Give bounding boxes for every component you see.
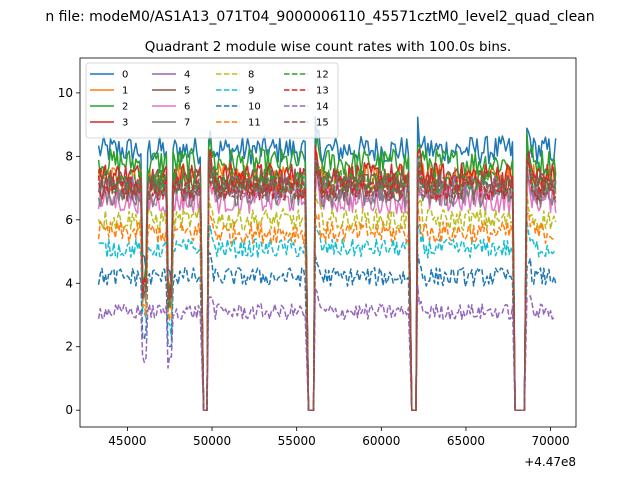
x-offset-label: +4.47e8 <box>524 455 576 469</box>
x-tick-label: 60000 <box>362 434 400 448</box>
y-tick-label: 4 <box>65 276 73 290</box>
y-tick-label: 6 <box>65 213 73 227</box>
x-tick-label: 55000 <box>278 434 316 448</box>
x-tick-label: 50000 <box>193 434 231 448</box>
legend-label-3: 3 <box>122 118 128 129</box>
x-tick-label: 70000 <box>532 434 570 448</box>
x-axis: 45000 50000 55000 60000 65000 70000 <box>108 427 570 448</box>
series-line-11 <box>97 206 556 411</box>
series-line-8 <box>97 190 557 411</box>
chart-suptitle: n file: modeM0/AS1A13_071T04_9000006110_… <box>45 9 594 25</box>
legend-label-8: 8 <box>248 70 254 81</box>
legend-label-12: 12 <box>316 70 329 81</box>
legend-label-13: 13 <box>316 86 329 97</box>
y-axis: 0 2 4 6 8 10 <box>58 86 80 417</box>
legend-label-6: 6 <box>184 102 190 113</box>
series-layer <box>97 116 557 411</box>
y-tick-label: 0 <box>65 403 73 417</box>
x-tick-label: 65000 <box>447 434 485 448</box>
legend-label-0: 0 <box>122 70 128 81</box>
legend-label-1: 1 <box>122 86 128 97</box>
legend-label-15: 15 <box>316 118 329 129</box>
y-tick-label: 2 <box>65 340 73 354</box>
y-tick-label: 8 <box>65 149 73 163</box>
legend-label-14: 14 <box>316 102 329 113</box>
legend-label-10: 10 <box>248 102 261 113</box>
legend-label-11: 11 <box>248 118 261 129</box>
series-line-9 <box>98 219 557 411</box>
series-line-14 <box>97 284 556 411</box>
legend-frame <box>85 62 339 139</box>
x-tick-label: 45000 <box>108 434 146 448</box>
legend-label-2: 2 <box>122 102 128 113</box>
legend-label-7: 7 <box>184 118 190 129</box>
series-line-15 <box>98 158 557 411</box>
legend-label-5: 5 <box>184 86 190 97</box>
chart-title: Quadrant 2 module wise count rates with … <box>145 39 511 55</box>
y-tick-label: 10 <box>58 86 73 100</box>
legend-label-4: 4 <box>184 70 190 81</box>
plot-frame <box>79 57 577 428</box>
legend-label-9: 9 <box>248 86 254 97</box>
